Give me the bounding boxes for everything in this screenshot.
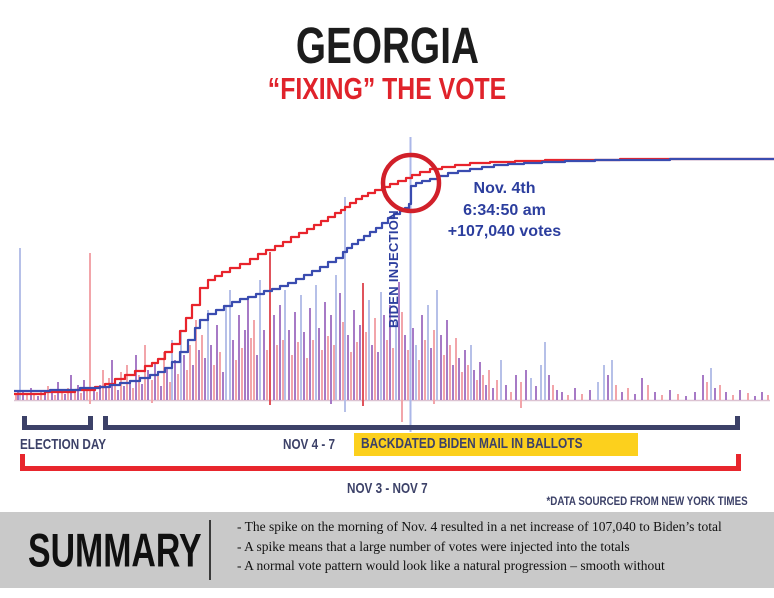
data-source-label: *DATA SOURCED FROM NEW YORK TIMES xyxy=(546,496,748,508)
summary-section: SUMMARY - The spike on the morning of No… xyxy=(0,512,774,588)
nov4-7-label: NOV 4 - 7 xyxy=(283,436,336,453)
summary-bullets: - The spike on the morning of Nov. 4 res… xyxy=(237,517,742,576)
nov3-7-bracket xyxy=(20,454,741,471)
summary-bullet-2: - A spike means that a large number of v… xyxy=(237,538,630,554)
summary-bullet-3: - A normal vote pattern would look like … xyxy=(237,558,665,574)
spike-callout-time: 6:34:50 am xyxy=(463,201,546,219)
summary-divider xyxy=(209,520,211,580)
page-subtitle: “FIXING” THE VOTE xyxy=(267,71,507,106)
spike-callout-date: Nov. 4th xyxy=(473,180,536,197)
nov4-7-bracket xyxy=(103,416,740,430)
spike-callout-votes: +107,040 votes xyxy=(447,223,562,241)
backdated-ballots-highlight: BACKDATED BIDEN MAIL IN BALLOTS xyxy=(354,433,639,456)
header: GEORGIA “FIXING” THE VOTE xyxy=(0,20,774,106)
backdated-ballots-label: BACKDATED BIDEN MAIL IN BALLOTS xyxy=(361,436,583,452)
biden-injection-label: BIDEN INJECTION xyxy=(386,210,401,328)
spike-callout: Nov. 4th 6:34:50 am +107,040 votes xyxy=(432,178,577,243)
election-day-bracket xyxy=(22,416,93,430)
summary-title: SUMMARY xyxy=(28,523,202,577)
page-title: GEORGIA xyxy=(295,17,479,74)
election-day-label: ELECTION DAY xyxy=(20,436,107,453)
nov3-7-label: NOV 3 - NOV 7 xyxy=(347,480,428,497)
summary-bullet-1: - The spike on the morning of Nov. 4 res… xyxy=(237,519,722,534)
